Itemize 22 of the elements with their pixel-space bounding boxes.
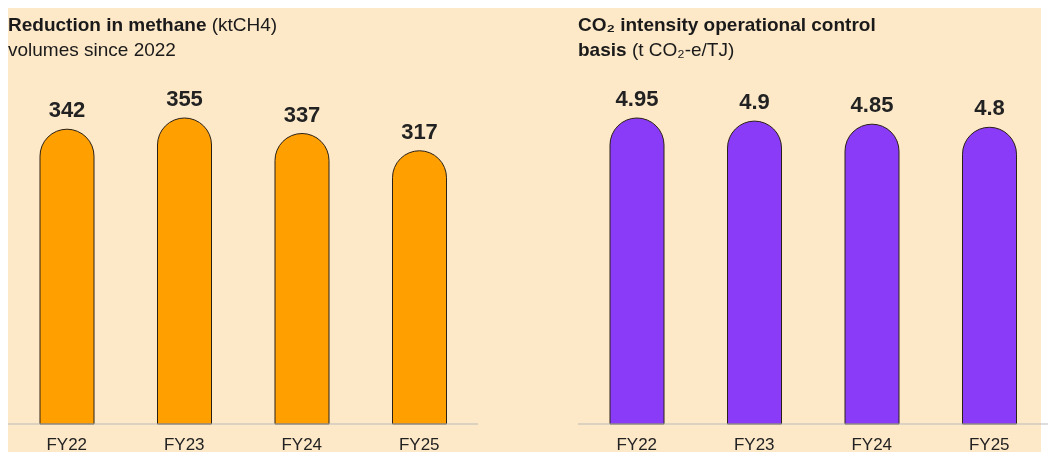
x-tick-label: FY23	[163, 435, 205, 455]
x-tick-label: FY24	[281, 435, 323, 455]
bar	[274, 133, 330, 425]
data-label: 4.8	[974, 95, 1005, 121]
x-tick-label: FY24	[851, 435, 893, 455]
x-tick-label: FY23	[733, 435, 775, 455]
data-label: 355	[166, 86, 203, 111]
x-tick-label: FY25	[968, 435, 1010, 455]
data-label: 342	[48, 97, 86, 123]
bar	[392, 150, 447, 425]
bar	[39, 128, 95, 425]
chart-title: CO₂ intensity operational control basis (t CO₂-e/TJ)	[578, 14, 876, 60]
data-label: 4.9	[739, 89, 770, 115]
data-label: 317	[401, 118, 438, 144]
data-label: 4.85	[850, 92, 894, 118]
data-label: 4.95	[615, 86, 659, 111]
x-tick-label: FY25	[398, 435, 440, 455]
x-tick-label: FY22	[46, 435, 88, 455]
x-tick-label: FY22	[616, 435, 658, 455]
chart-title: Reduction in methane (ktCH4) volumes since 2022	[8, 14, 278, 60]
bar	[157, 117, 212, 425]
data-label: 337	[283, 101, 321, 127]
